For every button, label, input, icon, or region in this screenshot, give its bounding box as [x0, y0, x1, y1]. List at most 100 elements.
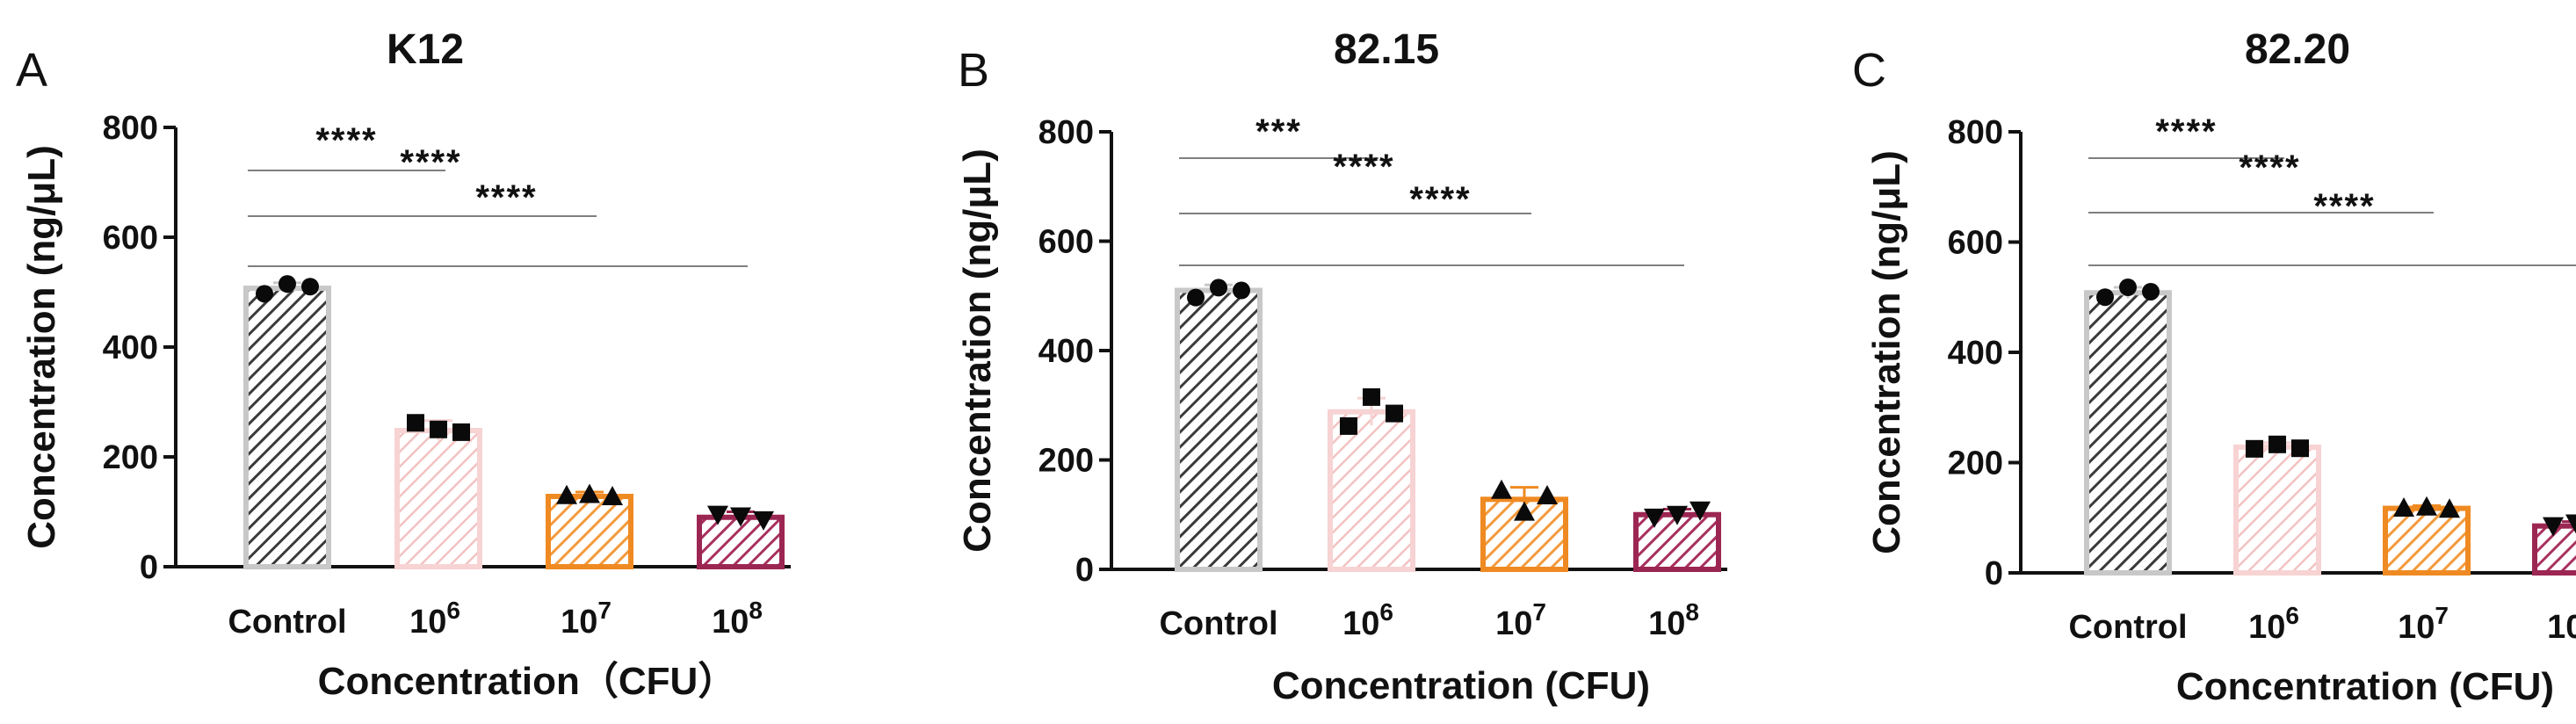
x-tick-base: 10: [1648, 605, 1685, 642]
x-tick-label: 108: [2547, 602, 2576, 646]
x-tick-exponent: 7: [597, 597, 611, 624]
significance-label: ****: [1409, 180, 1471, 219]
panel-letter: C: [1852, 44, 1886, 97]
x-tick-label: 107: [2398, 602, 2449, 646]
data-point: [430, 420, 447, 438]
y-tick-label: 0: [1985, 555, 2003, 592]
data-point: [2416, 496, 2437, 516]
panel-letter: A: [16, 44, 47, 97]
data-point: [2119, 278, 2137, 296]
data-point: [1690, 501, 1711, 521]
significance-label: ****: [475, 178, 537, 217]
bar: [394, 428, 482, 569]
x-tick-exponent: 7: [2435, 602, 2449, 629]
x-tick-label: 106: [2248, 602, 2299, 646]
bar: [2383, 505, 2471, 576]
x-tick-exponent: 7: [1532, 598, 1546, 626]
y-tick-label: 800: [103, 110, 158, 147]
significance-label: ****: [2239, 148, 2300, 187]
significance-label: ****: [400, 143, 461, 182]
y-tick-label: 0: [140, 549, 158, 586]
bar: [546, 494, 633, 569]
y-tick-label: 600: [103, 220, 158, 257]
significance-label: ****: [2155, 112, 2217, 151]
y-tick-label: 200: [103, 439, 158, 476]
x-tick-base: 10: [409, 604, 446, 641]
chart-title: K12: [387, 26, 464, 73]
data-point: [2142, 282, 2160, 300]
data-point: [2096, 288, 2114, 307]
y-tick-label: 800: [1038, 114, 1094, 151]
x-tick-exponent: 6: [2285, 602, 2299, 629]
x-tick-label: Control: [228, 604, 346, 641]
data-point: [753, 510, 774, 531]
data-point: [1491, 479, 1512, 499]
significance-label: ***: [1255, 112, 1302, 151]
x-tick-base: 10: [2398, 609, 2435, 646]
data-point: [2565, 514, 2576, 534]
bar: [1175, 287, 1263, 572]
bar: [243, 286, 331, 569]
x-tick-base: 10: [2248, 609, 2285, 646]
x-tick-exponent: 8: [1685, 598, 1699, 626]
x-axis-label: Concentration (CFU): [1272, 664, 1650, 707]
x-tick-label: 108: [712, 597, 763, 641]
data-point: [2268, 435, 2286, 453]
y-axis-label: Concentration (ng/μL): [20, 145, 63, 549]
x-tick-label: 107: [561, 597, 611, 641]
data-point: [1233, 281, 1250, 300]
significance-label: ****: [2313, 187, 2375, 226]
y-tick-label: 600: [1948, 225, 2003, 262]
data-point: [1537, 484, 1558, 504]
bar: [2084, 290, 2172, 576]
data-point: [2291, 439, 2309, 458]
bar: [2233, 444, 2321, 576]
data-point: [1210, 279, 1227, 297]
data-point: [556, 484, 577, 504]
panel-letter: B: [958, 44, 989, 97]
significance-label: ****: [1333, 148, 1394, 186]
y-tick-label: 400: [1038, 333, 1094, 370]
data-point: [279, 275, 296, 293]
y-tick-label: 400: [103, 329, 158, 366]
significance-label: ****: [315, 121, 377, 160]
x-tick-exponent: 6: [446, 597, 460, 624]
data-point: [1363, 387, 1380, 406]
bar: [2532, 523, 2576, 576]
y-tick-label: 600: [1038, 224, 1094, 261]
data-point: [1187, 288, 1205, 307]
x-tick-base: Control: [228, 604, 346, 641]
data-point: [602, 486, 623, 505]
data-point: [2543, 517, 2564, 537]
data-point: [1340, 416, 1357, 435]
x-tick-exponent: 6: [1379, 598, 1393, 626]
y-tick-label: 400: [1948, 335, 2003, 372]
x-tick-label: 106: [1342, 598, 1393, 642]
y-tick-label: 800: [1948, 114, 2003, 151]
data-point: [1667, 505, 1688, 525]
x-tick-base: 10: [2547, 609, 2576, 646]
x-tick-label: 107: [1495, 598, 1546, 642]
data-point: [579, 483, 600, 503]
y-axis-label: Concentration (ng/μL): [956, 148, 999, 553]
x-tick-base: 10: [561, 604, 597, 641]
data-point: [1514, 501, 1535, 521]
data-point: [2439, 498, 2460, 518]
x-tick-base: Control: [1159, 605, 1277, 642]
chart-title: 82.15: [1334, 26, 1439, 73]
y-tick-label: 0: [1075, 552, 1094, 589]
data-point: [707, 505, 728, 525]
data-point: [301, 278, 319, 296]
x-tick-label: 108: [1648, 598, 1699, 642]
y-axis-label: Concentration (ng/μL): [1865, 150, 1908, 554]
x-axis-label: Concentration（CFU）: [318, 660, 737, 703]
x-tick-label: 106: [409, 597, 460, 641]
x-tick-label: Control: [2068, 609, 2187, 646]
chart-panel-a: A K12 Concentration (ng/μL) 0 200 400 600 800 Co…: [16, 26, 791, 703]
bar: [1328, 409, 1415, 572]
chart-panel-b: B 82.15 Concentration (ng/μL) 0 200 400 600 800…: [956, 26, 1727, 707]
data-point: [256, 285, 273, 303]
y-tick-label: 200: [1948, 445, 2003, 482]
data-point: [2393, 496, 2414, 517]
